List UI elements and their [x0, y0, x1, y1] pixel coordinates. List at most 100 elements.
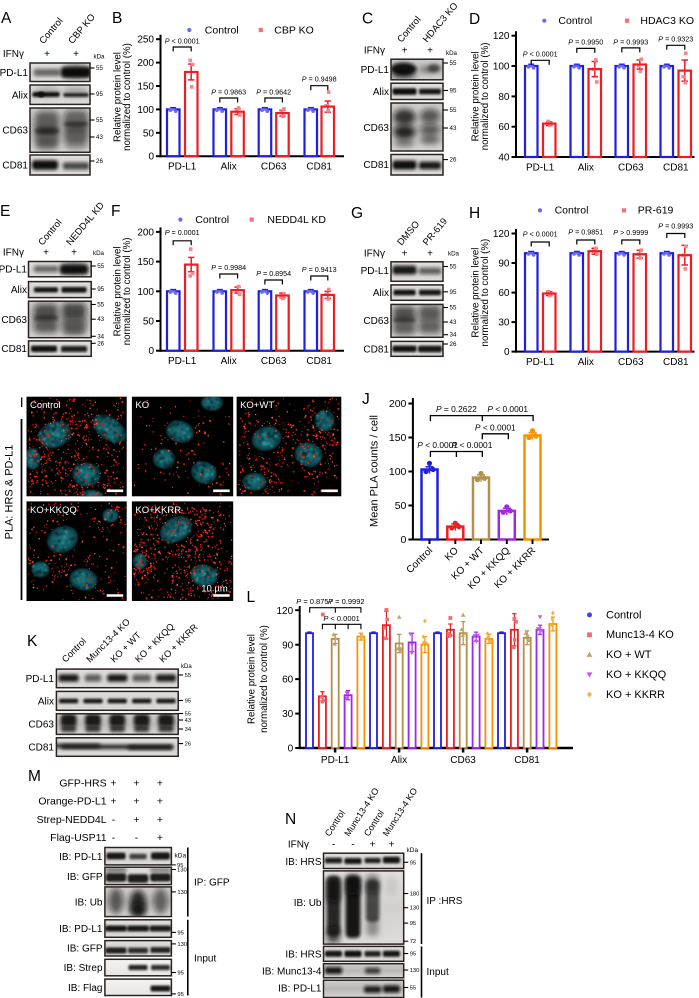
svg-text:IB: PD-L1: IB: PD-L1: [278, 984, 322, 995]
svg-text:P = 0.9993: P = 0.9993: [658, 221, 693, 230]
svg-text:Alix: Alix: [221, 162, 237, 173]
svg-text:95: 95: [410, 921, 416, 927]
svg-text:Relative protein level: Relative protein level: [247, 634, 258, 724]
svg-text:CD81: CD81: [28, 743, 54, 754]
svg-text:55: 55: [96, 65, 103, 72]
svg-text:IB: PD-L1: IB: PD-L1: [59, 924, 103, 935]
svg-text:kDa: kDa: [446, 50, 458, 57]
svg-text:Input: Input: [427, 967, 449, 978]
svg-text:P > 0.9999: P > 0.9999: [613, 228, 648, 237]
svg-text:kDa: kDa: [175, 853, 187, 860]
svg-text:+: +: [157, 832, 163, 844]
svg-text:kDa: kDa: [93, 250, 105, 257]
svg-text:Control: Control: [606, 609, 641, 621]
svg-text:95: 95: [177, 930, 183, 936]
svg-text:CD81: CD81: [514, 755, 540, 766]
svg-text:100: 100: [389, 466, 407, 478]
svg-text:P < 0.0001: P < 0.0001: [417, 440, 458, 450]
svg-text:0: 0: [504, 347, 510, 358]
svg-text:Relative protein level: Relative protein level: [113, 246, 124, 336]
svg-text:C: C: [362, 11, 373, 28]
svg-text:kDa: kDa: [94, 54, 106, 61]
svg-text:+: +: [133, 796, 139, 808]
svg-text:P = 0.9950: P = 0.9950: [568, 38, 603, 47]
svg-text:IB: Ub: IB: Ub: [294, 898, 322, 909]
svg-text:95: 95: [410, 952, 416, 958]
svg-text:95: 95: [177, 992, 183, 998]
svg-text:50: 50: [395, 500, 407, 512]
svg-text:CD81: CD81: [306, 356, 332, 367]
svg-text:26: 26: [97, 340, 104, 347]
svg-text:95: 95: [410, 860, 416, 866]
svg-text:CD63: CD63: [28, 720, 54, 731]
svg-text:P < 0.0001: P < 0.0001: [475, 422, 516, 432]
svg-text:IFNγ: IFNγ: [3, 49, 24, 60]
svg-text:95: 95: [97, 286, 104, 293]
svg-text:PD-L1: PD-L1: [526, 357, 555, 368]
svg-text:normalized to control (%): normalized to control (%): [122, 43, 133, 151]
svg-text:43: 43: [450, 125, 457, 132]
svg-text:CD63: CD63: [450, 755, 476, 766]
svg-text:CD81: CD81: [363, 345, 389, 356]
svg-text:95: 95: [450, 88, 457, 95]
svg-text:26: 26: [450, 341, 457, 348]
svg-text:200: 200: [137, 227, 154, 238]
svg-text:+: +: [427, 249, 433, 260]
svg-text:PLA: HRS & PD-L1: PLA: HRS & PD-L1: [4, 445, 16, 540]
svg-text:K: K: [27, 633, 38, 650]
svg-text:55: 55: [185, 673, 191, 679]
svg-text:90: 90: [282, 640, 294, 651]
svg-text:Control: Control: [205, 24, 239, 36]
svg-text:Control: Control: [555, 204, 589, 216]
svg-text:P < 0.0001: P < 0.0001: [487, 404, 528, 414]
svg-text:CBP KO: CBP KO: [274, 24, 314, 36]
svg-text:55: 55: [97, 263, 104, 270]
svg-text:+: +: [427, 46, 433, 57]
svg-text:+: +: [73, 49, 79, 60]
svg-text:Alix: Alix: [221, 356, 237, 367]
svg-text:43: 43: [96, 134, 103, 141]
svg-text:150: 150: [389, 432, 407, 444]
svg-text:M: M: [28, 768, 41, 785]
svg-text:150: 150: [137, 257, 154, 268]
svg-text:GFP-HRS: GFP-HRS: [59, 777, 106, 789]
svg-text:26: 26: [185, 742, 191, 748]
svg-text:55: 55: [185, 712, 191, 718]
svg-text:IFNγ: IFNγ: [3, 248, 24, 259]
svg-text:CD63: CD63: [261, 356, 287, 367]
svg-text:I: I: [20, 394, 24, 410]
svg-text:KO + WT: KO + WT: [606, 649, 652, 661]
svg-text:+: +: [133, 777, 139, 789]
svg-text:HDAC3 KO: HDAC3 KO: [640, 15, 694, 27]
svg-text:26: 26: [96, 158, 103, 165]
svg-text:34: 34: [450, 332, 457, 339]
svg-text:+: +: [110, 796, 116, 808]
svg-text:180: 180: [410, 892, 420, 898]
svg-text:95: 95: [177, 863, 183, 869]
svg-text:P = 0.9851: P = 0.9851: [568, 228, 603, 237]
svg-text:H: H: [469, 205, 480, 222]
svg-text:CD63: CD63: [618, 163, 644, 174]
svg-text:P = 0.9642: P = 0.9642: [256, 87, 291, 96]
svg-text:CD63: CD63: [618, 357, 644, 368]
svg-text:100: 100: [137, 105, 154, 116]
svg-text:Strep-NEDD4L: Strep-NEDD4L: [37, 814, 107, 826]
svg-text:+: +: [388, 839, 394, 851]
svg-text:CD63: CD63: [363, 123, 389, 134]
svg-text:Mean PLA counts / cell: Mean PLA counts / cell: [369, 415, 381, 527]
svg-text:CD63: CD63: [1, 315, 27, 326]
svg-text:CD63: CD63: [2, 126, 28, 137]
svg-text:+: +: [44, 49, 50, 60]
svg-text:IB: Strep: IB: Strep: [64, 963, 103, 974]
svg-text:0: 0: [288, 744, 294, 755]
svg-text:50: 50: [143, 317, 155, 328]
svg-text:Relative protein level: Relative protein level: [471, 248, 482, 338]
svg-text:43: 43: [185, 718, 191, 724]
svg-text:95: 95: [96, 91, 103, 98]
svg-text:IFNγ: IFNγ: [364, 249, 385, 260]
svg-text:Flag-USP11: Flag-USP11: [50, 832, 107, 844]
svg-text:130: 130: [177, 890, 187, 896]
svg-text:34: 34: [97, 333, 104, 340]
svg-text:P = 0.2622: P = 0.2622: [436, 404, 477, 414]
svg-text:-: -: [332, 839, 336, 851]
